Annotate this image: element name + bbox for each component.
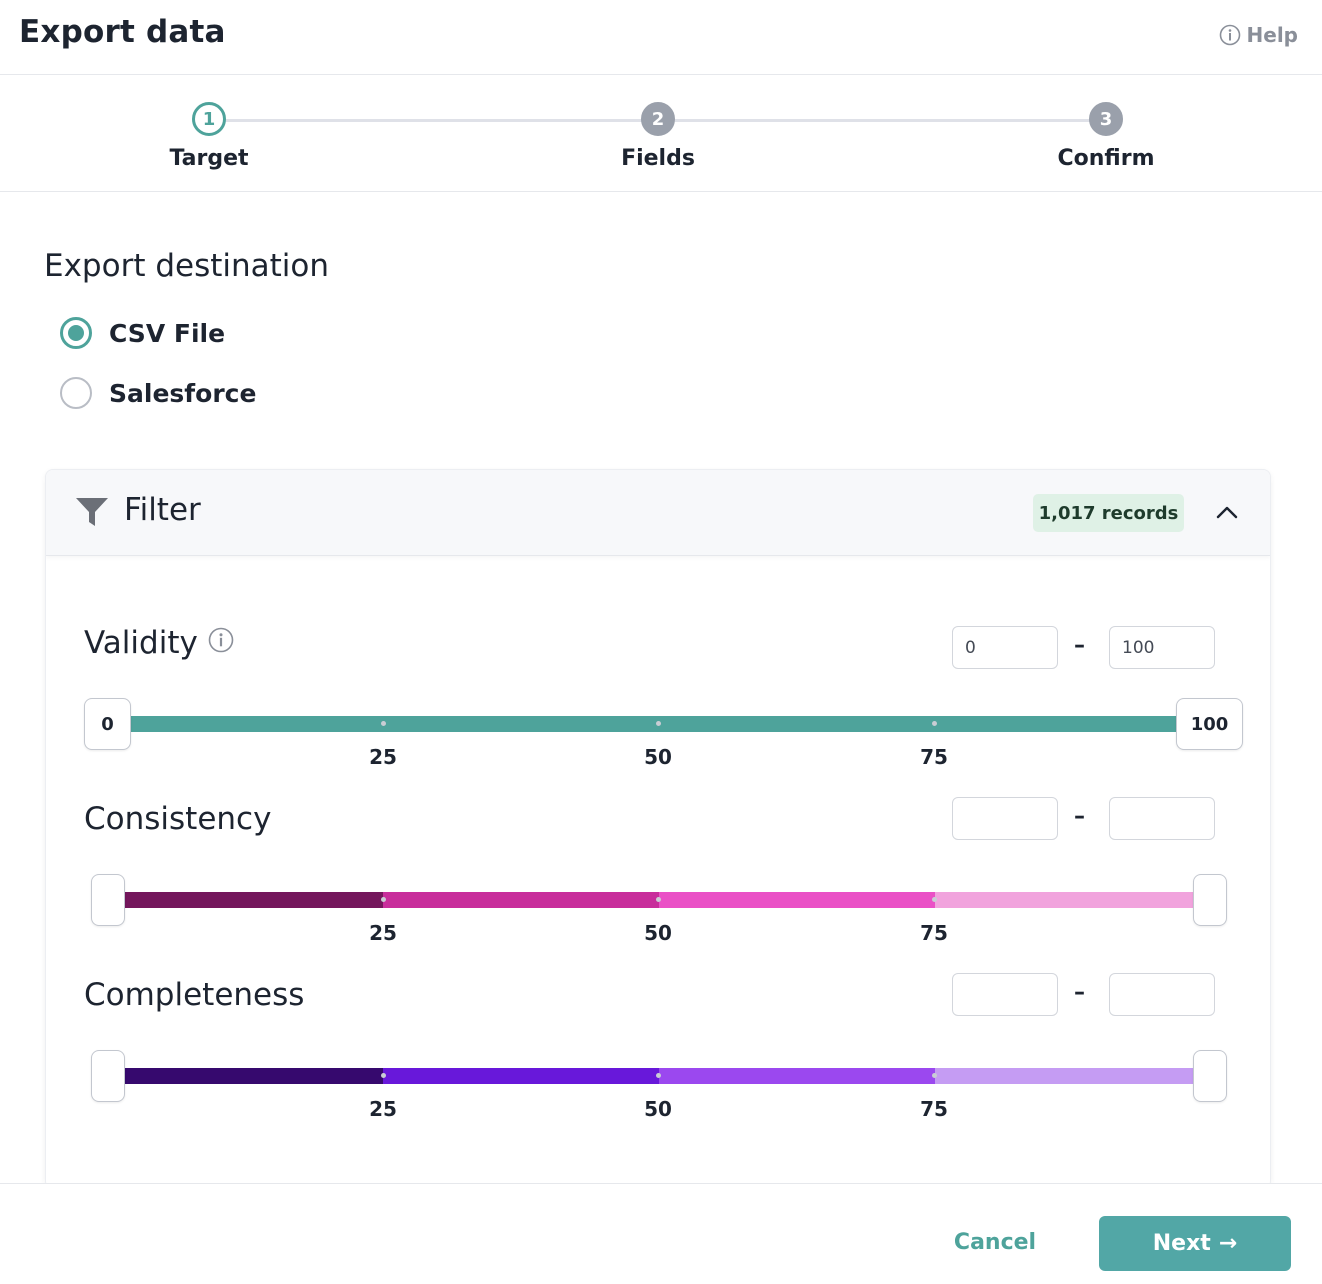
wizard-stepper: 1 Target 2 Fields 3 Confirm: [0, 75, 1322, 192]
help-label: Help: [1246, 23, 1298, 47]
step-fields[interactable]: 2 Fields: [558, 102, 758, 171]
step-label: Target: [169, 146, 249, 171]
cancel-button[interactable]: Cancel: [940, 1222, 1050, 1262]
range-separator: –: [1074, 804, 1085, 829]
completeness-max-input[interactable]: [1109, 973, 1215, 1016]
track-segment: [930, 716, 1193, 732]
range-separator: –: [1074, 633, 1085, 658]
step-connector: [226, 119, 642, 122]
help-link[interactable]: Help: [1219, 23, 1298, 47]
range-separator: –: [1074, 980, 1085, 1005]
tick-dot: [381, 721, 386, 726]
radio-label: Salesforce: [109, 378, 257, 408]
validity-label: Validity: [84, 625, 198, 661]
tick-dot: [656, 897, 661, 902]
radio-csv-file[interactable]: CSV File: [60, 317, 225, 349]
validity-max-input[interactable]: [1109, 626, 1215, 669]
chevron-up-icon: [1216, 504, 1238, 523]
track-segment: [383, 892, 659, 908]
validity-min-input[interactable]: [952, 626, 1058, 669]
step-number: 2: [641, 102, 675, 136]
radio-label: CSV File: [109, 318, 226, 348]
track-segment: [659, 1068, 935, 1084]
consistency-min-handle[interactable]: [91, 874, 125, 926]
tick-label-50: 50: [644, 1097, 672, 1121]
next-button[interactable]: Next →: [1099, 1216, 1291, 1271]
tick-label-50: 50: [644, 745, 672, 769]
step-label: Confirm: [1057, 146, 1155, 171]
validity-slider-track[interactable]: [125, 716, 1193, 732]
tick-label-75: 75: [920, 1097, 948, 1121]
track-segment: [659, 892, 935, 908]
track-segment: [935, 892, 1193, 908]
tick-dot: [656, 1073, 661, 1078]
consistency-label: Consistency: [84, 801, 272, 837]
completeness-min-input[interactable]: [952, 973, 1058, 1016]
info-icon[interactable]: [208, 625, 234, 661]
radio-salesforce[interactable]: Salesforce: [60, 377, 256, 409]
next-label: Next: [1152, 1231, 1211, 1256]
records-count-badge: 1,017 records: [1033, 494, 1184, 532]
radio-button-unchecked[interactable]: [60, 377, 92, 409]
tick-dot: [381, 1073, 386, 1078]
track-segment: [125, 716, 378, 732]
step-connector: [675, 119, 1090, 122]
dialog-footer: Cancel Next →: [0, 1183, 1322, 1284]
tick-dot: [656, 721, 661, 726]
track-segment: [654, 716, 930, 732]
dialog-title: Export data: [19, 14, 226, 50]
consistency-min-input[interactable]: [952, 797, 1058, 840]
track-segment: [125, 1068, 383, 1084]
validity-max-handle[interactable]: 100: [1176, 698, 1243, 750]
step-confirm[interactable]: 3 Confirm: [1006, 102, 1206, 171]
info-icon: [1219, 24, 1241, 46]
consistency-max-handle[interactable]: [1193, 874, 1227, 926]
collapse-button[interactable]: [1212, 498, 1242, 528]
tick-label-50: 50: [644, 921, 672, 945]
validity-min-handle[interactable]: 0: [84, 698, 131, 750]
dialog-header: Export data Help: [0, 0, 1322, 75]
completeness-slider-track[interactable]: [125, 1068, 1193, 1084]
step-target[interactable]: 1 Target: [109, 102, 309, 171]
completeness-label-row: Completeness: [84, 977, 304, 1013]
validity-label-row: Validity: [84, 625, 234, 661]
tick-label-25: 25: [369, 921, 397, 945]
tick-dot: [381, 897, 386, 902]
filter-panel-header[interactable]: Filter 1,017 records: [46, 470, 1270, 556]
consistency-label-row: Consistency: [84, 801, 271, 837]
track-segment: [378, 716, 654, 732]
tick-dot: [932, 897, 937, 902]
tick-label-25: 25: [369, 1097, 397, 1121]
completeness-label: Completeness: [84, 977, 305, 1013]
arrow-right-icon: →: [1218, 1231, 1238, 1256]
tick-dot: [932, 721, 937, 726]
filter-funnel-icon: [75, 497, 109, 531]
step-label: Fields: [621, 146, 695, 171]
radio-button-checked[interactable]: [60, 317, 92, 349]
consistency-slider-track[interactable]: [125, 892, 1193, 908]
track-segment: [125, 892, 383, 908]
track-segment: [935, 1068, 1193, 1084]
consistency-max-input[interactable]: [1109, 797, 1215, 840]
step-number: 3: [1089, 102, 1123, 136]
tick-dot: [932, 1073, 937, 1078]
track-segment: [383, 1068, 659, 1084]
tick-label-25: 25: [369, 745, 397, 769]
step-number: 1: [192, 102, 226, 136]
filter-title: Filter: [124, 492, 201, 528]
completeness-max-handle[interactable]: [1193, 1050, 1227, 1102]
export-destination-title: Export destination: [44, 248, 330, 284]
tick-label-75: 75: [920, 921, 948, 945]
filter-panel: Filter 1,017 records Validity: [45, 469, 1271, 1189]
completeness-min-handle[interactable]: [91, 1050, 125, 1102]
tick-label-75: 75: [920, 745, 948, 769]
